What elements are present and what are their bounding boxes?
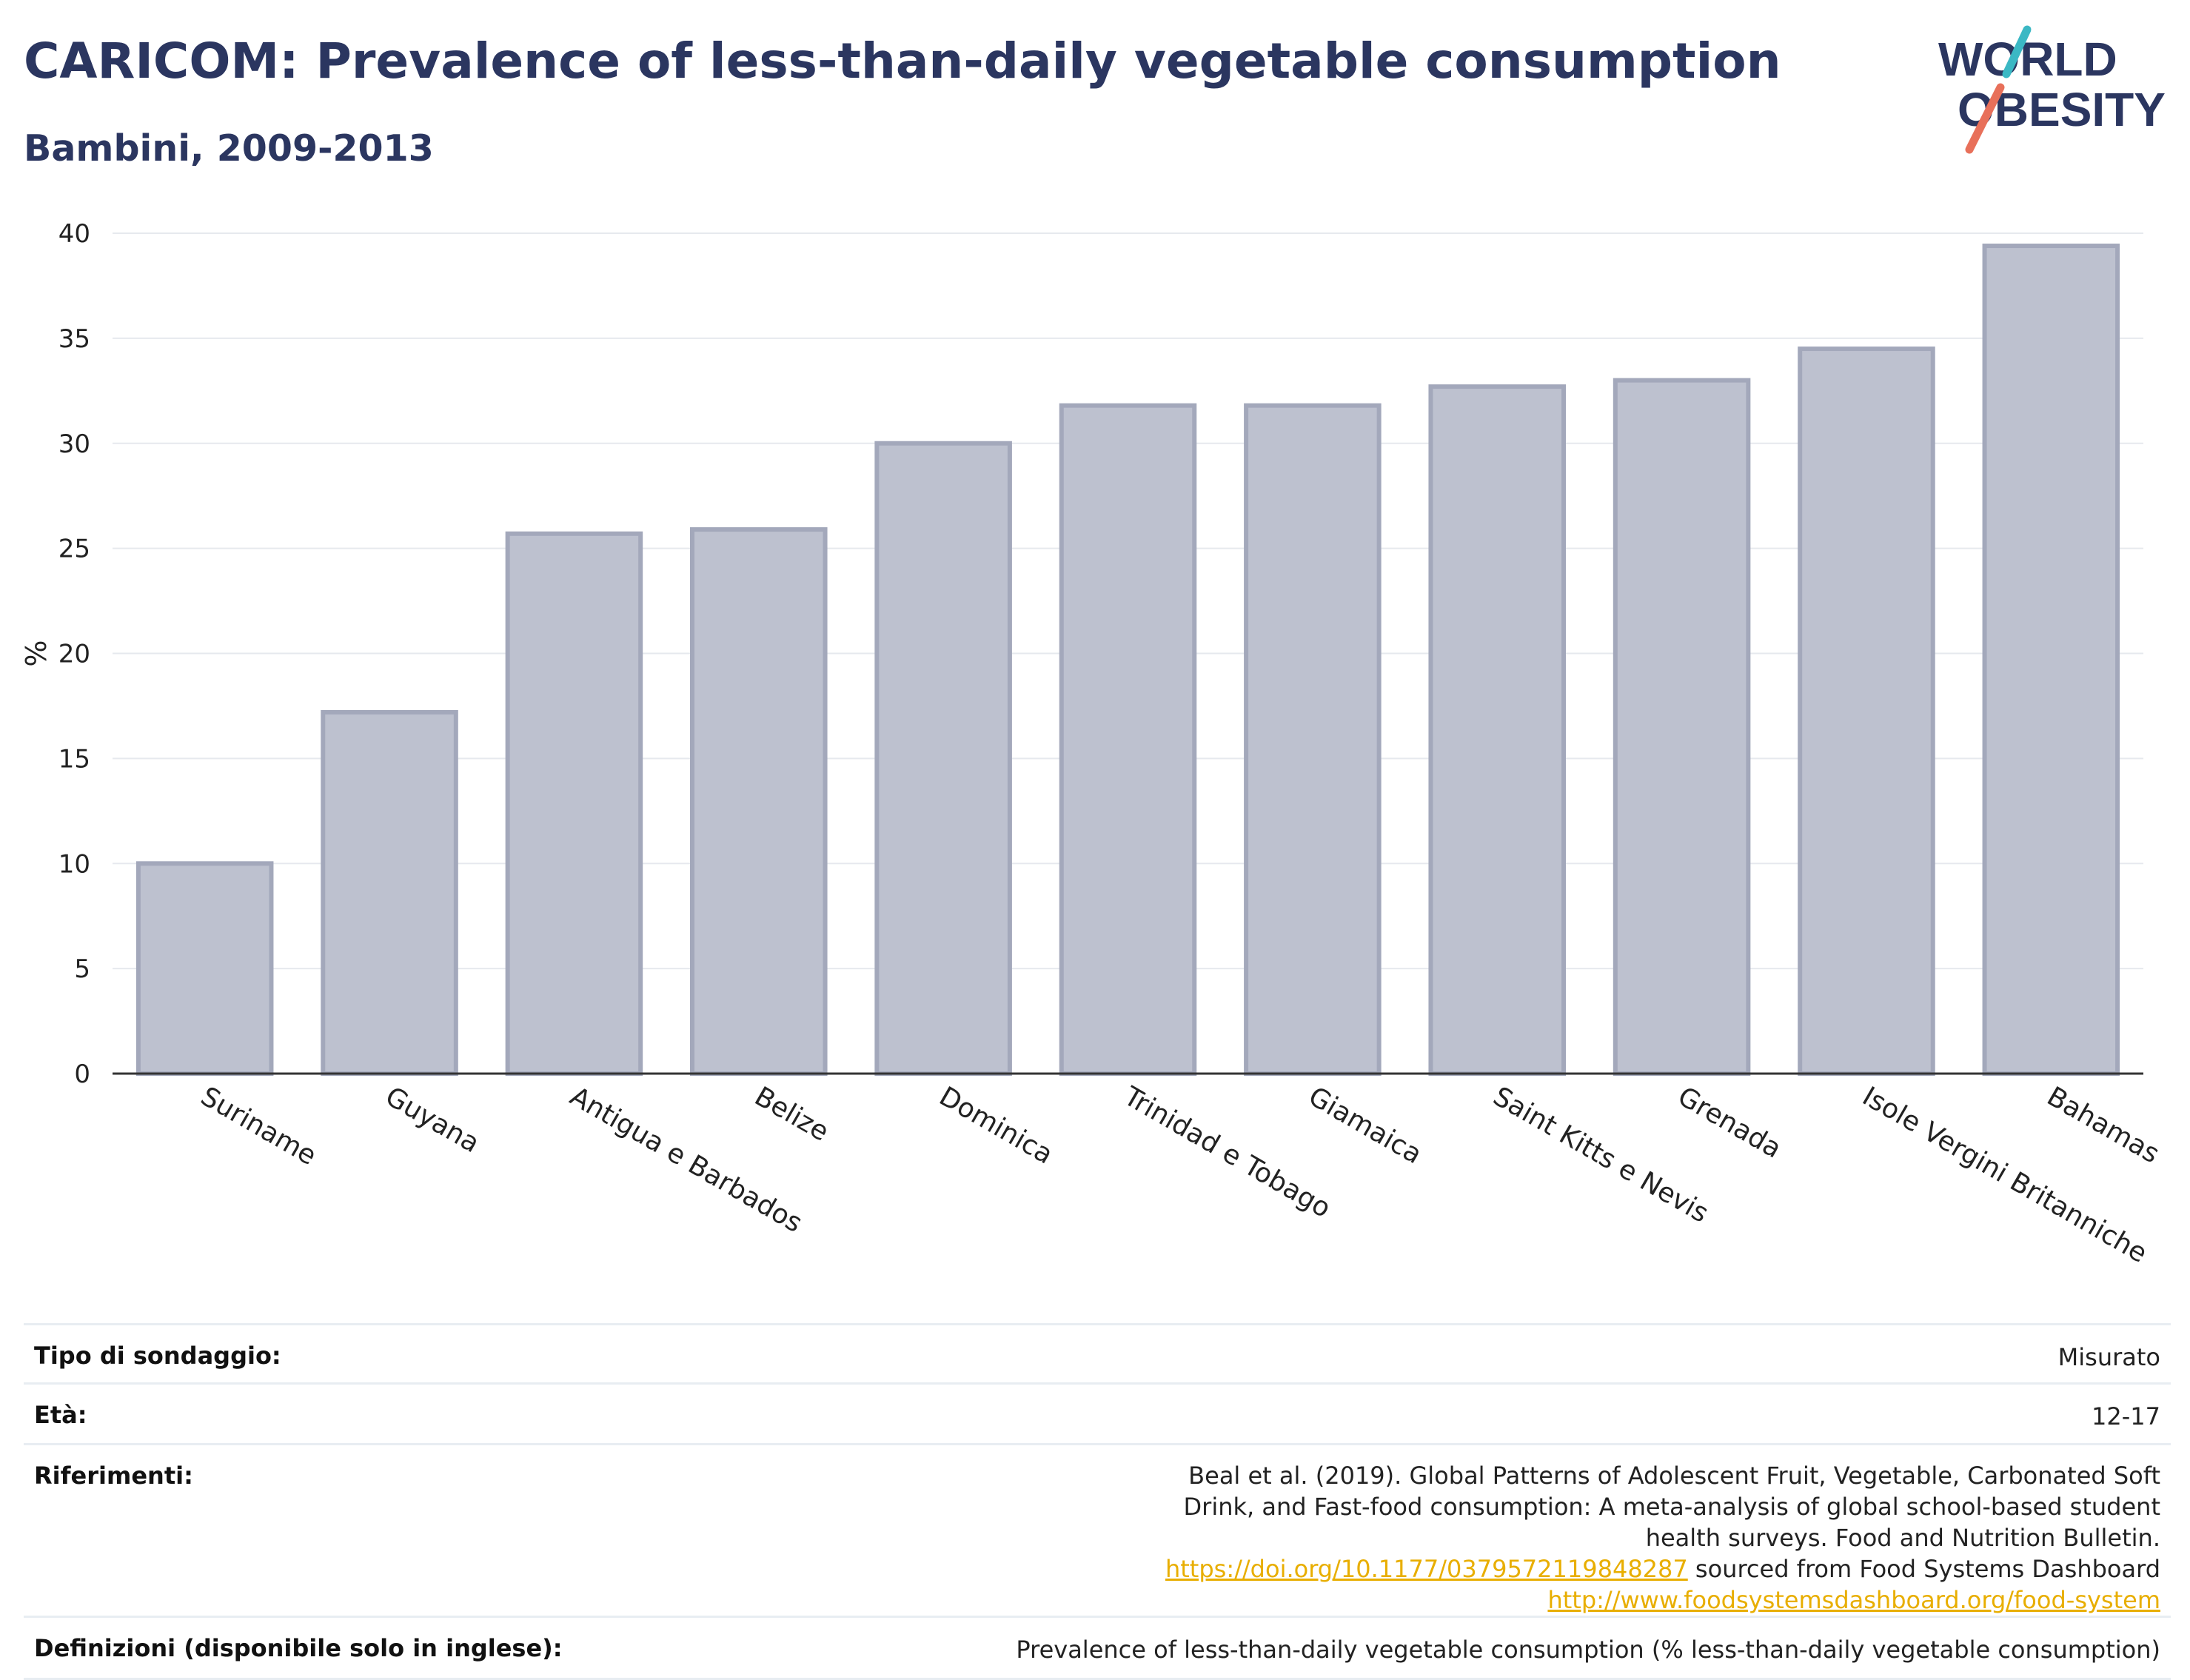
- logo-text-line1: WORLD: [1938, 33, 2117, 86]
- metadata-table: Tipo di sondaggio: Misurato Età: 12-17 R…: [24, 1323, 2171, 1680]
- world-obesity-logo: WORLD OBESITY: [1925, 22, 2177, 155]
- x-tick-label: Belize: [749, 1081, 834, 1147]
- x-tick-label: Trinidad e Tobago: [1118, 1081, 1336, 1224]
- bar: [874, 441, 1012, 1076]
- references-label: Riferimenti:: [24, 1444, 573, 1618]
- bar: [1982, 244, 2120, 1076]
- survey-type-value: Misurato: [572, 1323, 2171, 1385]
- bar: [1244, 403, 1382, 1076]
- axes: 0 5 10 15 20 25 30 35 40: [58, 219, 2143, 1089]
- x-tick-label: Grenada: [1672, 1081, 1787, 1164]
- y-tick-label: 20: [58, 640, 90, 669]
- x-tick-label: Dominica: [934, 1081, 1058, 1170]
- x-tick-label: Giamaica: [1303, 1081, 1427, 1170]
- age-label: Età:: [24, 1383, 573, 1445]
- y-tick-label: 10: [58, 849, 90, 879]
- dashboard-link[interactable]: http://www.foodsystemsdashboard.org/food…: [1547, 1586, 2160, 1614]
- doi-link[interactable]: https://doi.org/10.1177/0379572119848287: [1165, 1555, 1688, 1583]
- bar: [1798, 347, 1935, 1076]
- y-tick-label: 30: [58, 429, 90, 459]
- bar: [321, 709, 458, 1076]
- x-tick-label: Isole Vergini Britanniche: [1857, 1081, 2152, 1269]
- x-tick-label: Guyana: [381, 1081, 485, 1159]
- y-tick-label: 0: [74, 1060, 90, 1089]
- logo-slash-teal: [2002, 25, 2032, 78]
- bar: [1059, 403, 1197, 1076]
- bar: [1428, 384, 1566, 1076]
- chart-title: CARICOM: Prevalence of less-than-daily v…: [24, 33, 1781, 90]
- y-tick-label: 25: [58, 535, 90, 564]
- y-tick-label: 5: [74, 954, 90, 984]
- bar: [1613, 378, 1751, 1076]
- x-tick-label: Suriname: [195, 1081, 321, 1171]
- references-text-2: sourced from Food Systems Dashboard: [1687, 1555, 2160, 1583]
- y-tick-label: 35: [58, 324, 90, 354]
- y-tick-label: 40: [58, 219, 90, 249]
- survey-type-label: Tipo di sondaggio:: [24, 1323, 573, 1385]
- bar: [135, 861, 274, 1076]
- bar: [505, 531, 643, 1076]
- chart-subtitle: Bambini, 2009-2013: [24, 127, 434, 170]
- y-tick-label: 15: [58, 744, 90, 774]
- references-value: Beal et al. (2019). Global Patterns of A…: [572, 1444, 2171, 1618]
- logo-slash-coral: [1965, 83, 2005, 154]
- y-axis-label: %: [20, 640, 53, 666]
- bar: [690, 527, 828, 1076]
- x-tick-label: Bahamas: [2042, 1081, 2165, 1169]
- bars: [135, 244, 2120, 1076]
- age-value: 12-17: [572, 1383, 2171, 1445]
- references-text-1: Beal et al. (2019). Global Patterns of A…: [1183, 1462, 2160, 1552]
